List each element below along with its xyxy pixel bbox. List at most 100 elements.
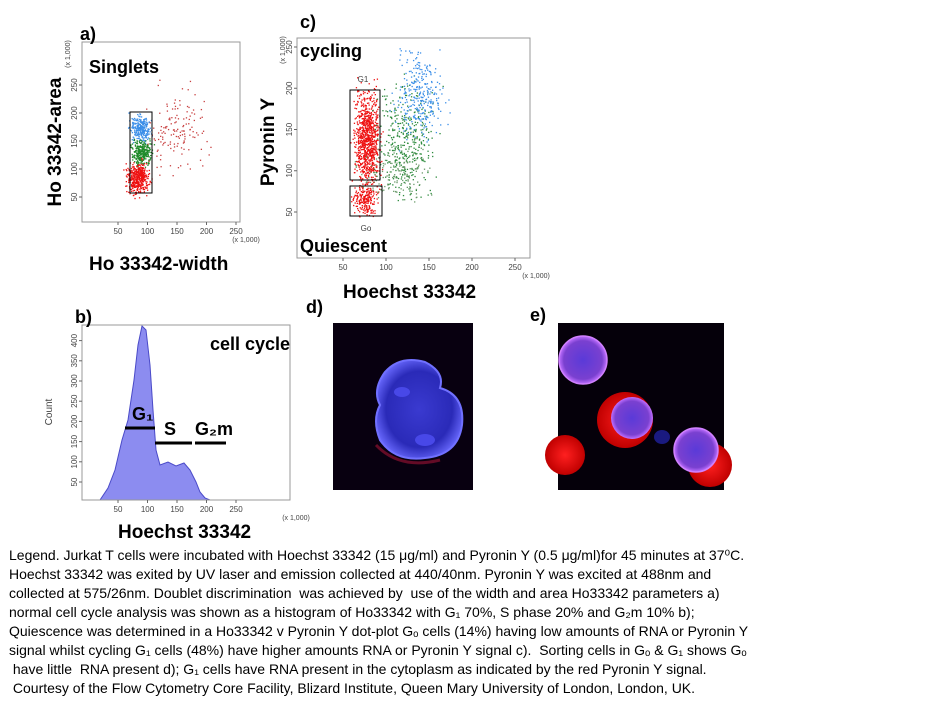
dot	[140, 126, 142, 129]
dot	[375, 152, 378, 155]
dot	[365, 113, 367, 115]
dot	[395, 177, 397, 179]
dot	[417, 76, 420, 78]
dot	[372, 113, 375, 116]
dot	[136, 147, 138, 150]
dot	[384, 159, 387, 162]
dot	[169, 119, 171, 121]
dot	[141, 168, 143, 170]
dot	[397, 147, 399, 150]
dot	[410, 105, 413, 107]
dot	[138, 129, 140, 131]
dot	[141, 167, 143, 169]
dot	[374, 145, 376, 147]
dot	[364, 147, 366, 149]
dot	[390, 166, 392, 169]
dot	[359, 149, 361, 151]
dot	[374, 140, 376, 142]
dot	[413, 124, 416, 127]
dot	[134, 161, 136, 163]
dot	[139, 188, 141, 190]
dot	[409, 183, 411, 185]
dot	[147, 164, 149, 166]
dot	[143, 170, 145, 173]
dot	[137, 131, 139, 134]
dot	[166, 125, 168, 128]
dot	[358, 142, 360, 144]
dot	[375, 112, 377, 114]
dot	[425, 137, 428, 139]
dot	[407, 150, 409, 153]
y-tick-label: 350	[70, 354, 79, 368]
dot	[145, 133, 148, 135]
dot	[362, 152, 364, 155]
dot	[408, 156, 410, 158]
dot	[139, 154, 141, 157]
dot	[371, 121, 373, 123]
dot	[415, 141, 417, 144]
dot	[413, 139, 416, 141]
dot	[365, 153, 368, 155]
dot	[362, 146, 364, 148]
dot	[137, 118, 139, 120]
dot	[420, 103, 422, 105]
dot	[388, 187, 390, 189]
dot	[146, 123, 149, 126]
dot	[374, 131, 376, 133]
dot	[130, 184, 133, 186]
dot	[409, 119, 411, 122]
dot	[366, 191, 369, 193]
dot	[132, 185, 134, 188]
dot	[417, 116, 419, 119]
dot	[430, 99, 432, 101]
dot	[137, 183, 139, 186]
dot	[370, 165, 372, 168]
dot	[400, 152, 402, 154]
gate-label: Go	[361, 224, 372, 233]
dot	[401, 64, 403, 67]
dot	[361, 104, 363, 106]
dot	[136, 188, 138, 191]
dot	[131, 117, 133, 120]
dot	[375, 194, 378, 196]
dot	[188, 149, 190, 151]
dot	[364, 202, 366, 204]
dot	[365, 200, 367, 202]
dot	[133, 185, 135, 187]
dot	[193, 113, 196, 115]
dot	[362, 166, 364, 168]
dot	[371, 143, 374, 146]
dot	[137, 180, 139, 182]
dot	[425, 126, 427, 128]
dot	[431, 110, 433, 113]
dot	[137, 165, 139, 168]
dot	[369, 189, 372, 192]
dot	[128, 179, 130, 181]
dot	[428, 131, 430, 134]
dot	[395, 114, 397, 117]
dot	[419, 153, 421, 155]
dot	[395, 146, 397, 148]
dot	[366, 138, 369, 141]
dot	[402, 179, 404, 182]
dot	[441, 93, 443, 95]
dot	[141, 153, 143, 155]
dot	[188, 123, 190, 125]
dot	[371, 131, 373, 133]
dot	[139, 179, 141, 182]
dot	[374, 102, 376, 104]
dot	[402, 194, 405, 197]
dot	[147, 143, 149, 145]
purple-cell	[558, 335, 608, 385]
dot	[424, 64, 426, 66]
dot	[363, 201, 366, 203]
dot	[131, 147, 134, 149]
dot	[138, 185, 140, 188]
dot	[148, 172, 151, 175]
dot	[364, 143, 366, 146]
x-tick-label: 150	[422, 263, 436, 272]
dot	[418, 72, 420, 75]
dot	[413, 104, 416, 106]
dot	[408, 109, 411, 111]
dot	[353, 196, 356, 198]
